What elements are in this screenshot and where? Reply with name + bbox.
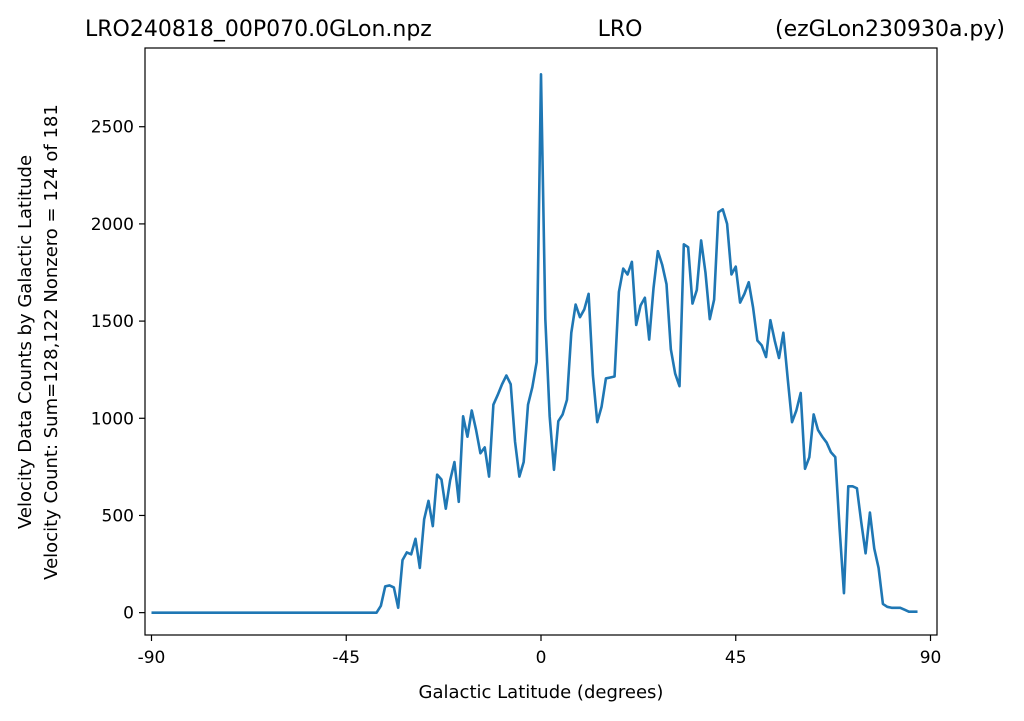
chart-title-center: LRO <box>598 17 643 42</box>
series-layer <box>151 72 918 614</box>
y-tick-label: 1500 <box>91 312 134 332</box>
chart-title-right: (ezGLon230930a.py) <box>775 17 1005 42</box>
series-line <box>151 72 918 614</box>
x-tick-label: 90 <box>920 648 942 668</box>
x-tick-label: -90 <box>138 648 166 668</box>
x-tick-label: -45 <box>332 648 360 668</box>
y-axis-label-line2: Velocity Count: Sum=128,122 Nonzero = 12… <box>41 104 62 580</box>
x-axis: -90 -45 0 45 90 <box>138 635 942 668</box>
y-tick-label: 2500 <box>91 118 134 138</box>
y-tick-label: 0 <box>123 604 134 624</box>
x-tick-label: 45 <box>725 648 747 668</box>
y-tick-label: 1000 <box>91 409 134 429</box>
y-tick-label: 500 <box>102 506 134 526</box>
chart-title-left: LRO240818_00P070.0GLon.npz <box>85 17 432 42</box>
y-axis-label-line1: Velocity Data Counts by Galactic Latitud… <box>15 155 36 529</box>
x-tick-label: 0 <box>536 648 547 668</box>
x-axis-label: Galactic Latitude (degrees) <box>419 682 664 703</box>
y-axis: 0 500 1000 1500 2000 2500 <box>91 118 145 624</box>
y-tick-label: 2000 <box>91 215 134 235</box>
